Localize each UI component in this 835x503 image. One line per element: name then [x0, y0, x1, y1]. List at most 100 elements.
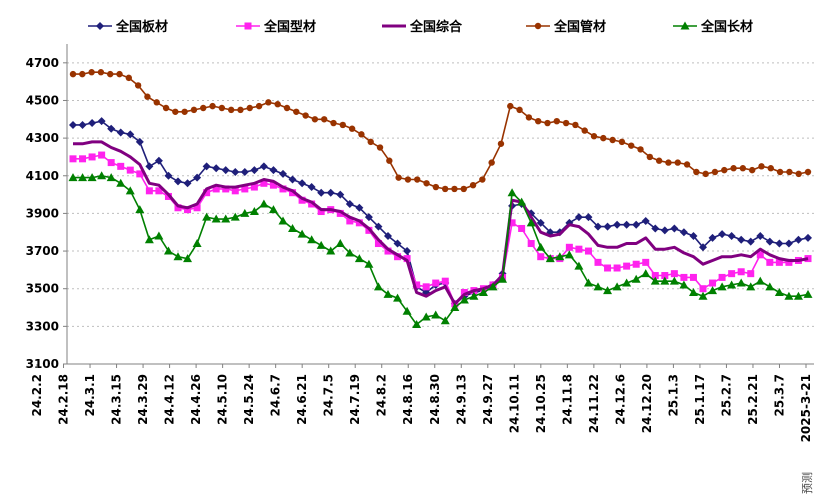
data-point — [307, 183, 316, 192]
data-point — [222, 185, 230, 193]
data-point — [190, 106, 198, 114]
x-tick-label: 24.8.30 — [428, 374, 442, 425]
data-point — [358, 131, 365, 138]
data-point — [183, 179, 192, 188]
data-point — [393, 293, 403, 302]
data-point — [708, 233, 717, 242]
data-point — [432, 183, 440, 191]
y-tick-label: 3900 — [26, 206, 59, 220]
data-point — [431, 310, 441, 319]
data-point — [622, 220, 631, 229]
data-series — [68, 69, 813, 328]
data-point — [423, 180, 430, 187]
data-point — [68, 173, 78, 182]
data-point — [192, 239, 202, 248]
data-point — [693, 168, 700, 176]
data-point — [650, 276, 660, 285]
data-point — [173, 252, 183, 261]
data-point — [604, 264, 612, 272]
data-point — [618, 138, 626, 146]
data-point — [590, 133, 598, 140]
data-point — [748, 166, 756, 174]
data-point — [145, 162, 154, 171]
data-point — [79, 155, 87, 163]
data-point — [288, 223, 298, 232]
x-tick-label: 24.6.21 — [295, 374, 309, 425]
data-point — [116, 178, 126, 187]
data-point — [655, 157, 663, 164]
data-point — [209, 102, 216, 110]
data-point — [432, 279, 440, 287]
series-line — [73, 175, 809, 326]
data-point — [756, 251, 764, 259]
data-point — [498, 274, 508, 283]
data-point — [88, 153, 96, 161]
data-point — [793, 291, 803, 300]
x-tick-labels: 24.2.2 24.2.18 24.3.1 24.3.15 24.3.29 24.4.12… — [30, 364, 813, 442]
y-tick-label: 3700 — [26, 244, 59, 258]
data-point — [478, 287, 488, 296]
data-point — [155, 187, 163, 195]
data-point — [670, 224, 679, 233]
data-point — [193, 173, 202, 182]
x-tick-label: 24.12.20 — [640, 374, 654, 433]
data-point — [562, 119, 570, 127]
data-point — [784, 291, 794, 300]
data-point — [786, 168, 793, 176]
data-point — [268, 205, 278, 214]
data-point — [336, 209, 344, 217]
data-point — [202, 162, 211, 171]
data-point — [174, 204, 182, 212]
data-point — [794, 235, 803, 244]
data-point — [536, 242, 546, 251]
data-point — [775, 258, 783, 266]
data-point — [565, 243, 573, 251]
data-point — [775, 239, 784, 248]
data-point — [776, 168, 784, 176]
data-point — [374, 222, 383, 231]
data-point — [374, 240, 382, 248]
data-point — [183, 254, 193, 263]
data-point — [221, 214, 231, 223]
y-tick-labels: 3100 3300 3500 3700 3900 4100 4300 4500 4700 — [26, 56, 67, 371]
data-point — [413, 281, 421, 289]
x-tick-label: 25.3.7 — [772, 374, 786, 417]
series-4 — [68, 171, 813, 328]
data-point — [581, 127, 588, 134]
data-point — [265, 99, 272, 106]
data-point — [78, 120, 87, 129]
data-point — [527, 240, 535, 248]
data-point — [459, 295, 469, 304]
data-point — [364, 259, 374, 268]
x-tick-label: 24.5.10 — [216, 374, 230, 425]
data-point — [135, 205, 145, 214]
data-point — [241, 185, 249, 193]
data-point — [699, 285, 707, 293]
data-point — [136, 170, 144, 178]
x-tick-label: 24.8.2 — [375, 374, 389, 417]
data-point — [164, 171, 173, 180]
x-tick-label: 24.3.29 — [136, 374, 150, 425]
data-point — [765, 282, 775, 291]
data-point — [162, 104, 170, 112]
data-point — [326, 246, 336, 255]
legend-label: 全国管材 — [553, 19, 606, 35]
data-point — [259, 162, 268, 171]
data-point — [87, 173, 97, 182]
data-point — [584, 247, 592, 255]
data-point — [613, 220, 622, 229]
data-point — [497, 140, 505, 147]
data-point — [628, 142, 635, 149]
data-point — [237, 106, 244, 114]
data-point — [747, 270, 755, 278]
series-3 — [69, 69, 812, 193]
data-point — [345, 248, 355, 257]
x-tick-label: 24.9.13 — [454, 374, 468, 425]
data-point — [288, 175, 297, 184]
data-point — [572, 121, 579, 129]
data-point — [97, 171, 107, 180]
y-tick-label: 3500 — [26, 282, 59, 296]
x-tick-label: 25.1.17 — [693, 374, 707, 425]
data-point — [583, 278, 593, 287]
data-point — [421, 312, 431, 321]
